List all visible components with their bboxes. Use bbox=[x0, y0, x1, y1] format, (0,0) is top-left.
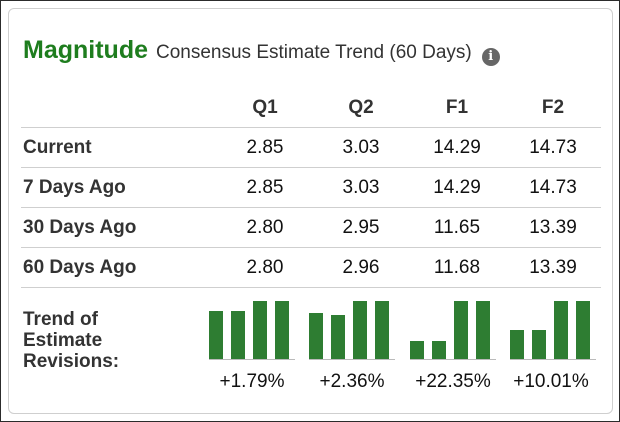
table-row-current: Current 2.85 3.03 14.29 14.73 bbox=[21, 127, 601, 168]
trend-bars bbox=[510, 297, 596, 360]
cell-value: 3.03 bbox=[313, 127, 409, 168]
cell-value: 2.85 bbox=[217, 127, 313, 168]
trend-chart-q2 bbox=[309, 297, 395, 369]
table-row-60-days-ago: 60 Days Ago 2.80 2.96 11.68 13.39 bbox=[21, 247, 601, 288]
row-label: 30 Days Ago bbox=[21, 207, 217, 248]
trend-bar bbox=[353, 301, 367, 359]
trend-bar bbox=[432, 341, 446, 359]
trend-chart-f2 bbox=[510, 297, 596, 369]
cell-value: 14.73 bbox=[505, 167, 601, 208]
cell-value: 3.03 bbox=[313, 167, 409, 208]
row-label: 7 Days Ago bbox=[21, 167, 217, 208]
cell-value: 2.85 bbox=[217, 167, 313, 208]
trend-bar bbox=[410, 341, 424, 359]
trend-bar bbox=[454, 301, 468, 359]
cell-value: 2.80 bbox=[217, 207, 313, 248]
trend-pct-f1: +22.35% bbox=[415, 371, 491, 392]
table-row-7-days-ago: 7 Days Ago 2.85 3.03 14.29 14.73 bbox=[21, 167, 601, 208]
cell-value: 13.39 bbox=[505, 207, 601, 248]
trend-pct-q2: +2.36% bbox=[319, 371, 385, 392]
card-header: Magnitude Consensus Estimate Trend (60 D… bbox=[23, 36, 500, 66]
cell-value: 13.39 bbox=[505, 247, 601, 288]
table-header-row: Q1 Q2 F1 F2 bbox=[21, 89, 601, 128]
trend-label-line: Revisions: bbox=[23, 351, 120, 372]
trend-bar bbox=[209, 311, 223, 359]
card-title: Magnitude bbox=[23, 36, 148, 64]
trend-pct-q1: +1.79% bbox=[219, 371, 285, 392]
row-label: 60 Days Ago bbox=[21, 247, 217, 288]
table-row-30-days-ago: 30 Days Ago 2.80 2.95 11.65 13.39 bbox=[21, 207, 601, 248]
info-icon[interactable]: i bbox=[481, 48, 500, 66]
col-header-f2: F2 bbox=[505, 89, 601, 128]
cell-value: 14.73 bbox=[505, 127, 601, 168]
trend-bar bbox=[576, 301, 590, 359]
trend-label-line: Trend of bbox=[23, 309, 98, 330]
trend-bar bbox=[231, 311, 245, 359]
trend-chart-q1 bbox=[209, 297, 295, 369]
cell-value: 2.80 bbox=[217, 247, 313, 288]
estimate-table: Q1 Q2 F1 F2 Current 2.85 3.03 14.29 14.7… bbox=[21, 89, 601, 288]
trend-bar bbox=[253, 301, 267, 359]
trend-bar bbox=[275, 301, 289, 359]
cell-value: 2.95 bbox=[313, 207, 409, 248]
cell-value: 2.96 bbox=[313, 247, 409, 288]
cell-value: 14.29 bbox=[409, 167, 505, 208]
trend-label-line: Estimate bbox=[23, 330, 103, 351]
trend-bar bbox=[309, 313, 323, 359]
trend-bar bbox=[510, 330, 524, 359]
cell-value: 14.29 bbox=[409, 127, 505, 168]
trend-label: Trend of Estimate Revisions: bbox=[23, 309, 119, 372]
row-label: Current bbox=[21, 127, 217, 168]
magnitude-card: Magnitude Consensus Estimate Trend (60 D… bbox=[8, 8, 613, 414]
trend-bars bbox=[209, 297, 295, 360]
col-header-q1: Q1 bbox=[217, 89, 313, 128]
col-header-q2: Q2 bbox=[313, 89, 409, 128]
trend-bars bbox=[410, 297, 496, 360]
trend-chart-f1 bbox=[410, 297, 496, 369]
trend-bar bbox=[554, 301, 568, 359]
card-subtitle: Consensus Estimate Trend (60 Days) bbox=[156, 42, 472, 63]
row-label-header bbox=[21, 89, 217, 128]
trend-bar bbox=[532, 330, 546, 359]
trend-pct-f2: +10.01% bbox=[513, 371, 589, 392]
trend-bars bbox=[309, 297, 395, 360]
cell-value: 11.65 bbox=[409, 207, 505, 248]
col-header-f1: F1 bbox=[409, 89, 505, 128]
trend-bar bbox=[331, 315, 345, 359]
trend-bar bbox=[375, 301, 389, 359]
trend-bar bbox=[476, 301, 490, 359]
cell-value: 11.68 bbox=[409, 247, 505, 288]
